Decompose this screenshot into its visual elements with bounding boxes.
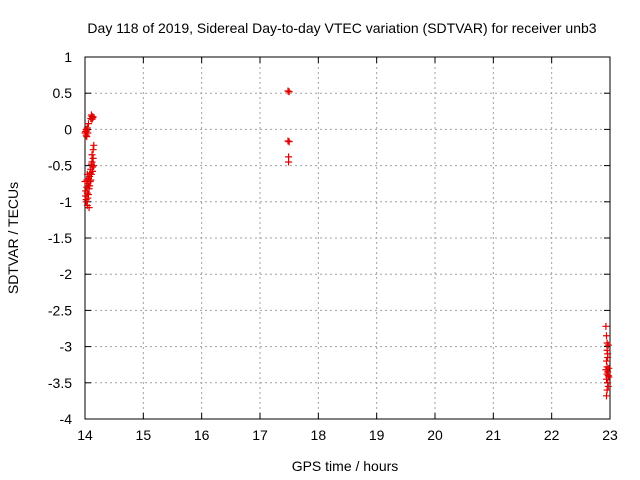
y-tick-label: 0.5	[53, 85, 73, 101]
data-point	[89, 154, 97, 162]
y-axis-label: SDTVAR / TECUs	[5, 182, 21, 294]
x-tick-label: 23	[602, 427, 618, 443]
data-point	[85, 120, 92, 128]
x-tick-label: 14	[77, 427, 93, 443]
y-tick-label: -2.5	[48, 302, 72, 318]
y-tick-label: 0	[64, 121, 72, 137]
data-point	[604, 382, 612, 390]
data-point	[85, 182, 92, 190]
x-tick-label: 18	[311, 427, 327, 443]
data-point	[284, 137, 292, 145]
data-point	[285, 138, 293, 146]
data-point	[82, 198, 90, 206]
tick-labels: 14 15 16 17 18 19 20 21 22 23 1 0.5 0 -0.5 -1 -1.5 -2 -2.…	[48, 49, 618, 443]
data-point	[285, 158, 293, 166]
data-point	[83, 170, 91, 178]
y-tick-label: -4	[60, 411, 73, 427]
y-tick-label: 1	[64, 49, 72, 65]
data-point	[84, 129, 92, 137]
data-points	[81, 87, 613, 400]
plot-frame	[84, 56, 611, 420]
data-point	[284, 87, 292, 95]
data-point	[85, 204, 93, 212]
grid	[85, 57, 610, 419]
data-point	[603, 332, 610, 340]
ticks	[84, 56, 611, 420]
data-point	[285, 88, 293, 96]
data-point	[90, 162, 98, 170]
data-point	[88, 151, 96, 159]
x-tick-label: 20	[427, 427, 443, 443]
data-point	[603, 392, 610, 400]
x-tick-label: 16	[194, 427, 210, 443]
data-point	[83, 133, 91, 141]
y-tick-label: -0.5	[48, 158, 72, 174]
y-tick-label: -1.5	[48, 230, 72, 246]
x-tick-label: 17	[252, 427, 268, 443]
data-point	[89, 167, 97, 175]
data-point	[604, 350, 612, 358]
y-tick-label: -2	[60, 266, 73, 282]
x-tick-label: 15	[136, 427, 152, 443]
y-tick-label: -3	[60, 339, 73, 355]
data-point	[90, 141, 98, 149]
y-tick-label: -3.5	[48, 375, 72, 391]
chart-title: Day 118 of 2019, Sidereal Day-to-day VTE…	[87, 20, 596, 36]
x-tick-label: 21	[486, 427, 502, 443]
x-tick-label: 22	[544, 427, 560, 443]
data-point	[604, 341, 612, 349]
data-point	[605, 373, 613, 381]
x-tick-label: 19	[369, 427, 385, 443]
data-point	[88, 115, 96, 123]
data-point	[602, 322, 610, 330]
data-point	[605, 364, 613, 372]
x-axis-label: GPS time / hours	[292, 458, 399, 474]
y-tick-label: -1	[60, 194, 73, 210]
